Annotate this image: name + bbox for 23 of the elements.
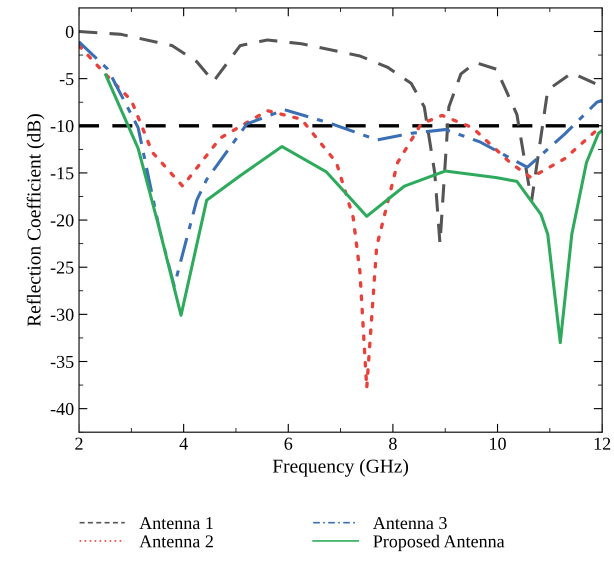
legend-label: Antenna 3 <box>372 517 447 530</box>
x-tick-label: 12 <box>594 438 610 450</box>
x-tick-label: 8 <box>389 438 397 450</box>
y-tick-label: -5 <box>60 73 74 86</box>
x-tick-label: 10 <box>490 438 506 450</box>
y-tick-label: -20 <box>50 214 74 227</box>
line-series <box>79 40 602 288</box>
x-tick-label: 4 <box>179 438 188 450</box>
y-tick-label: -35 <box>50 356 74 368</box>
y-tick-label: -10 <box>50 120 74 132</box>
y-tick-label: -25 <box>50 262 74 274</box>
x-axis-title: Frequency (GHz) <box>272 459 408 477</box>
line-series <box>104 73 602 344</box>
x-tick-label: 2 <box>75 438 83 450</box>
legend-label: Proposed Antenna <box>373 534 504 552</box>
y-tick-label: -40 <box>50 402 74 416</box>
y-tick-label: -15 <box>50 167 74 180</box>
legend-label: Antenna 2 <box>139 535 213 548</box>
x-tick-label: 6 <box>284 438 292 450</box>
y-tick-label: -30 <box>50 308 74 321</box>
y-tick-label: 0 <box>66 26 74 38</box>
y-axis-title: Reflection Coefficient (dB) <box>26 114 45 326</box>
legend-label: Antenna 1 <box>139 517 213 530</box>
